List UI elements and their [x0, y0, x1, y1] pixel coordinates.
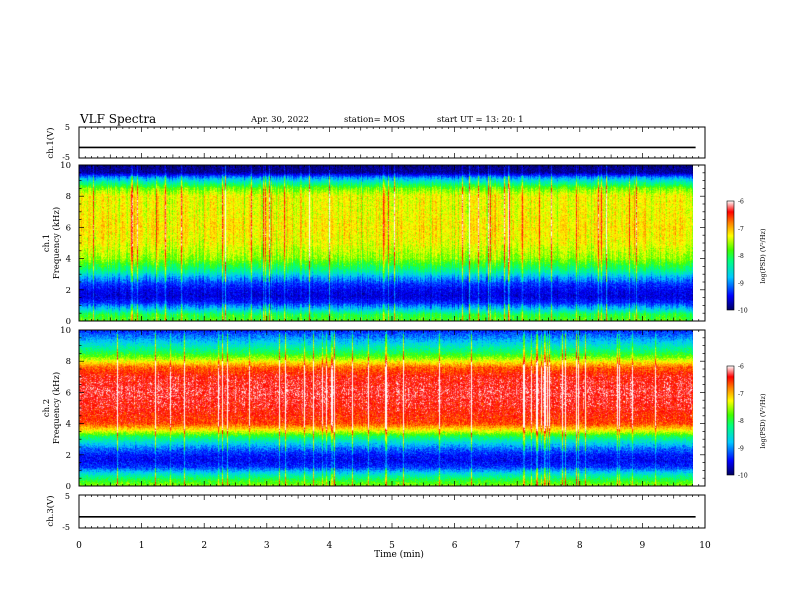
observation-date: Apr. 30, 2022	[251, 115, 309, 125]
ch1-spectrogram-ticks	[78, 164, 706, 322]
time-tick-label: 0	[76, 541, 82, 551]
time-tick-label: 9	[640, 541, 646, 551]
ch3-voltage-ylabel: ch.3(V)	[45, 495, 56, 526]
time-tick-label: 1	[139, 541, 145, 551]
time-axis-tick-labels: 0 1 2 3 4 5 6 7 8 9 10	[76, 541, 711, 551]
ch2-spectrogram-ticks	[78, 329, 706, 487]
colorbar-tick-label: -6	[738, 199, 744, 206]
station-label: station= MOS	[344, 115, 405, 125]
frequency-tick-label: 10	[60, 326, 71, 336]
time-axis-label: Time (min)	[374, 549, 424, 560]
frequency-tick-label: 2	[66, 286, 71, 296]
ch1-voltage-ticks	[78, 126, 706, 159]
time-tick-label: 8	[577, 541, 583, 551]
ch3-voltage-frame	[78, 494, 706, 529]
frequency-tick-label: 4	[66, 420, 71, 430]
ch1-voltage-panel: 5 -5 ch.1(V)	[45, 123, 706, 162]
time-tick-label: 5	[389, 541, 395, 551]
ch1-colorbar-tick-labels: -6 -7 -8 -9 -10	[738, 199, 748, 315]
time-tick-label: 6	[452, 541, 458, 551]
ch1-colorbar: -6 -7 -8 -9 -10 log(PSD) (V²/Hz)	[726, 199, 767, 315]
frequency-tick-label: 0	[66, 482, 71, 492]
ch2-colorbar-scale	[726, 365, 735, 476]
ch1-frequency-ylabel: Frequency (kHz)	[51, 207, 62, 279]
colorbar-tick-label: -9	[738, 280, 744, 287]
ch1-colorbar-scale	[726, 200, 735, 311]
ch1-voltage-frame	[78, 126, 706, 159]
frequency-tick-label: 8	[66, 357, 71, 367]
frequency-tick-label: 4	[66, 255, 71, 265]
figure-title: VLF Spectra	[80, 112, 157, 126]
ch2-colorbar-label: log(PSD) (V²/Hz)	[759, 393, 767, 448]
ch2-colorbar-tick-labels: -6 -7 -8 -9 -10	[738, 364, 748, 480]
start-time-label: start UT = 13: 20: 1	[437, 115, 524, 125]
ch1-spectrogram-panel: 0 2 4 6 8 10 ch.1 Frequency (kHz)	[42, 161, 706, 327]
ch1-voltage-ylabel: ch.1(V)	[45, 127, 56, 158]
colorbar-tick-label: -9	[738, 445, 744, 452]
ch2-spectrogram-panel: 0 2 4 6 8 10 ch.2 Frequency (kHz)	[42, 326, 706, 492]
frequency-tick-label: 6	[66, 223, 71, 233]
ch1-colorbar-label: log(PSD) (V²/Hz)	[759, 228, 767, 283]
ch2-frequency-ylabel: Frequency (kHz)	[51, 372, 62, 444]
colorbar-tick-label: -7	[738, 226, 744, 233]
ch1-spectrogram-channel-label: ch.1	[42, 234, 52, 252]
ch3-voltage-tick-max: 5	[65, 492, 70, 501]
frequency-tick-label: 0	[66, 317, 71, 327]
time-tick-label: 7	[514, 541, 520, 551]
colorbar-tick-label: -10	[738, 473, 748, 480]
frequency-tick-label: 2	[66, 451, 71, 461]
ch1-voltage-tick-min: -5	[62, 153, 70, 162]
ch1-frequency-tick-labels: 0 2 4 6 8 10	[60, 161, 71, 327]
colorbar-tick-label: -7	[738, 391, 744, 398]
ch3-voltage-ticks	[78, 494, 706, 529]
time-tick-label: 3	[264, 541, 270, 551]
time-tick-label: 2	[201, 541, 207, 551]
ch3-voltage-panel: 5 -5 ch.3(V)	[45, 492, 706, 532]
frequency-tick-label: 6	[66, 388, 71, 398]
colorbar-tick-label: -10	[738, 308, 748, 315]
frequency-tick-label: 10	[60, 161, 71, 171]
ch2-colorbar: -6 -7 -8 -9 -10 log(PSD) (V²/Hz)	[726, 364, 767, 480]
ch3-voltage-tick-min: -5	[62, 523, 70, 532]
ch1-spectrogram-image	[79, 165, 693, 321]
colorbar-tick-label: -6	[738, 364, 744, 371]
colorbar-tick-label: -8	[738, 253, 744, 260]
colorbar-tick-label: -8	[738, 418, 744, 425]
ch2-spectrogram-channel-label: ch.2	[42, 399, 52, 417]
ch1-voltage-tick-max: 5	[65, 123, 70, 132]
ch2-spectrogram-image	[79, 330, 693, 486]
time-tick-label: 4	[327, 541, 333, 551]
ch2-frequency-tick-labels: 0 2 4 6 8 10	[60, 326, 71, 492]
frequency-tick-label: 8	[66, 192, 71, 202]
time-tick-label: 10	[699, 541, 711, 551]
